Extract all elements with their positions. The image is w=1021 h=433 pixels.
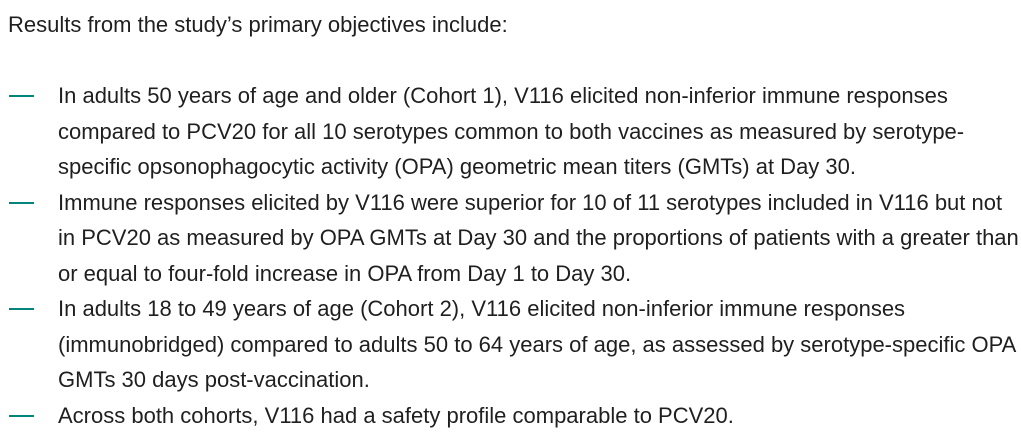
list-item-text: Across both cohorts, V116 had a safety p… xyxy=(58,403,734,428)
intro-text: Results from the study’s primary objecti… xyxy=(8,8,1021,42)
list-item: In adults 50 years of age and older (Coh… xyxy=(8,78,1021,185)
dash-bullet-icon xyxy=(9,95,34,97)
objectives-list: In adults 50 years of age and older (Coh… xyxy=(8,78,1021,433)
list-item-text: Immune responses elicited by V116 were s… xyxy=(58,190,1019,286)
list-item: Immune responses elicited by V116 were s… xyxy=(8,185,1021,292)
list-item-text: In adults 50 years of age and older (Coh… xyxy=(58,83,964,179)
list-item-text: In adults 18 to 49 years of age (Cohort … xyxy=(58,296,1015,392)
list-item: Across both cohorts, V116 had a safety p… xyxy=(8,398,1021,433)
list-item: In adults 18 to 49 years of age (Cohort … xyxy=(8,291,1021,398)
dash-bullet-icon xyxy=(9,415,34,417)
dash-bullet-icon xyxy=(9,202,34,204)
dash-bullet-icon xyxy=(9,308,34,310)
